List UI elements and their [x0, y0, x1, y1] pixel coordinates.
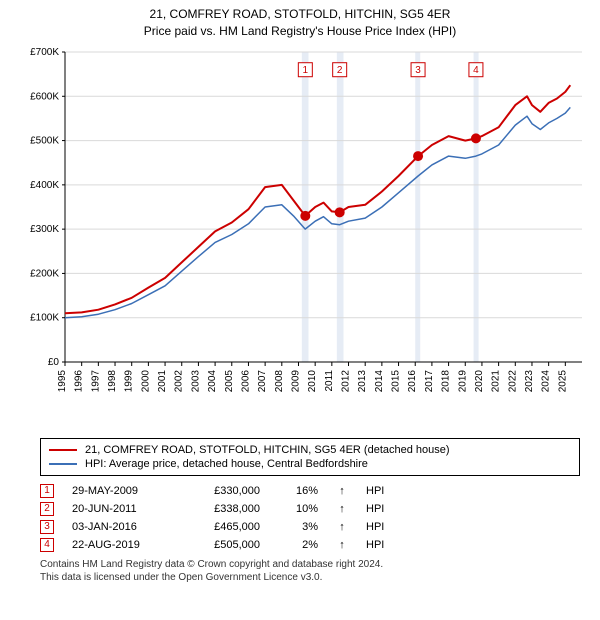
svg-text:2021: 2021 — [491, 369, 502, 392]
legend-label: HPI: Average price, detached house, Cent… — [85, 458, 368, 470]
svg-text:£500K: £500K — [30, 135, 59, 146]
legend-swatch — [49, 449, 77, 451]
sales-row: 3 03-JAN-2016 £465,000 3% ↑ HPI — [40, 518, 580, 536]
svg-text:2010: 2010 — [307, 369, 318, 392]
svg-text:2003: 2003 — [190, 369, 201, 392]
sale-hpi-label: HPI — [366, 539, 396, 551]
svg-text:£100K: £100K — [30, 312, 59, 323]
svg-text:2019: 2019 — [457, 369, 468, 392]
sales-table: 1 29-MAY-2009 £330,000 16% ↑ HPI 2 20-JUN-2011 £… — [40, 482, 580, 554]
sale-marker-box: 2 — [40, 502, 54, 516]
svg-text:2001: 2001 — [157, 369, 168, 392]
chart-svg: £0 £100K £200K £300K £400K £500K £600K £700K 199… — [10, 42, 590, 432]
svg-text:£200K: £200K — [30, 268, 59, 279]
sale-diff: 10% — [278, 503, 318, 515]
svg-text:1998: 1998 — [107, 369, 118, 392]
sale-date: 03-JAN-2016 — [72, 521, 172, 533]
svg-text:2008: 2008 — [274, 369, 285, 392]
svg-text:£400K: £400K — [30, 179, 59, 190]
arrow-up-icon: ↑ — [336, 521, 348, 533]
svg-text:2011: 2011 — [324, 369, 335, 391]
svg-text:1997: 1997 — [90, 369, 101, 392]
svg-text:£600K: £600K — [30, 91, 59, 102]
svg-text:3: 3 — [415, 65, 421, 76]
sales-row: 2 20-JUN-2011 £338,000 10% ↑ HPI — [40, 500, 580, 518]
footer-line: Contains HM Land Registry data © Crown c… — [40, 558, 580, 571]
svg-text:2012: 2012 — [341, 369, 352, 392]
svg-text:2009: 2009 — [290, 369, 301, 392]
sale-price: £505,000 — [190, 539, 260, 551]
sale-price: £330,000 — [190, 485, 260, 497]
arrow-up-icon: ↑ — [336, 485, 348, 497]
svg-text:2000: 2000 — [140, 369, 151, 392]
sale-date: 20-JUN-2011 — [72, 503, 172, 515]
title-subtitle: Price paid vs. HM Land Registry's House … — [10, 23, 590, 40]
svg-text:£700K: £700K — [30, 47, 59, 58]
svg-text:2013: 2013 — [357, 369, 368, 392]
sale-date: 22-AUG-2019 — [72, 539, 172, 551]
legend-label: 21, COMFREY ROAD, STOTFOLD, HITCHIN, SG5… — [85, 444, 450, 456]
svg-text:2004: 2004 — [207, 369, 218, 392]
svg-text:2006: 2006 — [240, 369, 251, 392]
svg-text:4: 4 — [473, 65, 479, 76]
svg-text:2014: 2014 — [374, 369, 385, 392]
chart: £0 £100K £200K £300K £400K £500K £600K £700K 199… — [10, 42, 590, 432]
sale-hpi-label: HPI — [366, 485, 396, 497]
sales-row: 1 29-MAY-2009 £330,000 16% ↑ HPI — [40, 482, 580, 500]
svg-text:2002: 2002 — [174, 369, 185, 392]
footer: Contains HM Land Registry data © Crown c… — [40, 558, 580, 584]
legend-item: HPI: Average price, detached house, Cent… — [49, 457, 571, 471]
svg-text:2023: 2023 — [524, 369, 535, 392]
legend-swatch — [49, 463, 77, 465]
sale-marker-box: 1 — [40, 484, 54, 498]
sale-marker-box: 4 — [40, 538, 54, 552]
svg-text:£300K: £300K — [30, 224, 59, 235]
svg-text:2024: 2024 — [541, 369, 552, 392]
arrow-up-icon: ↑ — [336, 503, 348, 515]
svg-text:£0: £0 — [48, 357, 60, 368]
svg-text:2025: 2025 — [557, 369, 568, 392]
title-block: 21, COMFREY ROAD, STOTFOLD, HITCHIN, SG5… — [0, 0, 600, 42]
svg-text:2018: 2018 — [441, 369, 452, 392]
sale-price: £338,000 — [190, 503, 260, 515]
svg-text:2015: 2015 — [391, 369, 402, 392]
svg-text:2017: 2017 — [424, 369, 435, 392]
svg-text:2020: 2020 — [474, 369, 485, 392]
page: 21, COMFREY ROAD, STOTFOLD, HITCHIN, SG5… — [0, 0, 600, 584]
svg-text:2: 2 — [337, 65, 343, 76]
svg-text:1996: 1996 — [74, 369, 85, 392]
arrow-up-icon: ↑ — [336, 539, 348, 551]
sale-marker-box: 3 — [40, 520, 54, 534]
footer-line: This data is licensed under the Open Gov… — [40, 571, 580, 584]
svg-text:1: 1 — [303, 65, 309, 76]
legend-item: 21, COMFREY ROAD, STOTFOLD, HITCHIN, SG5… — [49, 443, 571, 457]
sale-diff: 3% — [278, 521, 318, 533]
svg-text:2005: 2005 — [224, 369, 235, 392]
svg-text:1999: 1999 — [124, 369, 135, 392]
legend: 21, COMFREY ROAD, STOTFOLD, HITCHIN, SG5… — [40, 438, 580, 476]
sale-price: £465,000 — [190, 521, 260, 533]
sale-diff: 2% — [278, 539, 318, 551]
sale-hpi-label: HPI — [366, 521, 396, 533]
svg-text:2022: 2022 — [507, 369, 518, 392]
svg-text:2016: 2016 — [407, 369, 418, 392]
title-address: 21, COMFREY ROAD, STOTFOLD, HITCHIN, SG5… — [10, 6, 590, 23]
svg-text:2007: 2007 — [257, 369, 268, 392]
sales-row: 4 22-AUG-2019 £505,000 2% ↑ HPI — [40, 536, 580, 554]
svg-text:1995: 1995 — [57, 369, 68, 392]
sale-date: 29-MAY-2009 — [72, 485, 172, 497]
sale-diff: 16% — [278, 485, 318, 497]
sale-hpi-label: HPI — [366, 503, 396, 515]
